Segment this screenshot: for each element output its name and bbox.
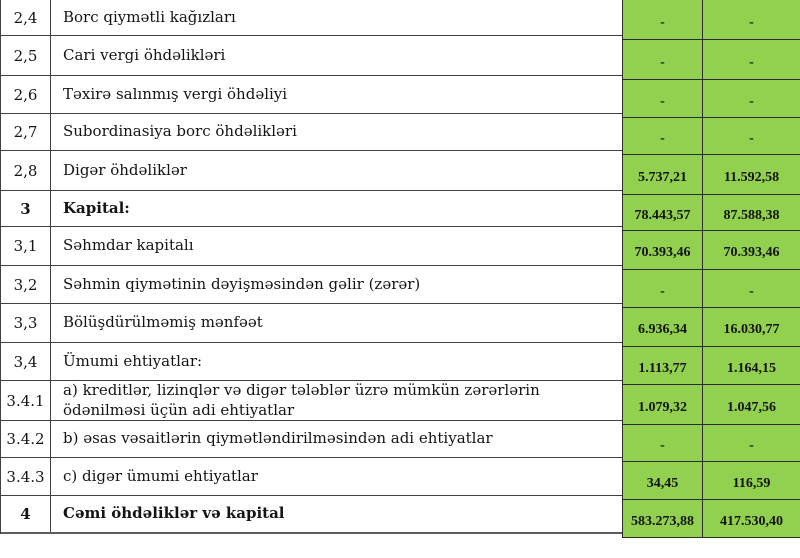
value-row: 1.113,77 1.164,15 (622, 347, 800, 385)
value-row: - - (622, 118, 800, 155)
table-row: 3,1 Səhmdar kapitalı (1, 227, 623, 266)
value-col1-cell: 1.079,32 (622, 385, 703, 424)
value-row: - - (622, 0, 800, 40)
row-number-cell: 2,8 (1, 151, 51, 190)
table-row: 3.4.2 b) əsas vəsaitlərin qiymətləndiril… (1, 421, 623, 458)
table-row: 2,6 Təxirə salınmış vergi öhdəliyi (1, 76, 623, 114)
value-row: 78.443,57 87.588,38 (622, 195, 800, 231)
description-cell: Cari vergi öhdəlikləri (63, 45, 226, 64)
value-row: 34,45 116,59 (622, 462, 800, 500)
value-col2-cell: - (703, 270, 800, 307)
row-number-cell: 3.4.2 (1, 421, 51, 457)
value-col1-cell: 78.443,57 (622, 195, 703, 230)
row-number-cell: 3 (1, 191, 51, 226)
table-row: 3,4 Ümumi ehtiyatlar: (1, 343, 623, 381)
table-row: 3,2 Səhmin qiymətinin dəyişməsindən gəli… (1, 266, 623, 304)
table-row: 2,4 Borc qiymətli kağızları (1, 0, 623, 36)
value-col2-cell: 11.592,58 (703, 155, 800, 194)
table-row: 3.4.1 a) kreditlər, lizinqlər və digər t… (1, 381, 623, 421)
row-number-cell: 3,1 (1, 227, 51, 265)
value-col2-cell: - (703, 80, 800, 117)
value-row: 70.393,46 70.393,46 (622, 231, 800, 270)
value-col1-cell: 5.737,21 (622, 155, 703, 194)
row-number-cell: 3.4.1 (1, 381, 51, 420)
value-col2-cell: - (703, 40, 800, 79)
description-cell: a) kreditlər, lizinqlər və digər tələblə… (63, 380, 540, 419)
row-number-cell: 4 (1, 496, 51, 532)
value-col1-cell: 1.113,77 (622, 347, 703, 384)
table-row: 4 Cəmi öhdəliklər və kapital (1, 496, 623, 534)
value-row: 583.273,88 417.530,40 (622, 500, 800, 538)
value-col2-cell: 417.530,40 (703, 500, 800, 537)
row-number-cell: 2,7 (1, 114, 51, 150)
description-cell: Cəmi öhdəliklər və kapital (63, 504, 285, 523)
description-cell: c) digər ümumi ehtiyatlar (63, 466, 258, 485)
description-cell: Səhmin qiymətinin dəyişməsindən gəlir (z… (63, 274, 421, 293)
row-number-cell: 3.4.3 (1, 458, 51, 495)
table-row: 3.4.3 c) digər ümumi ehtiyatlar (1, 458, 623, 496)
table-row: 2,5 Cari vergi öhdəlikləri (1, 36, 623, 76)
value-col1-cell: - (622, 80, 703, 117)
value-col1-cell: 6.936,34 (622, 308, 703, 346)
value-row: - - (622, 80, 800, 118)
value-row: - - (622, 270, 800, 308)
value-col2-cell: 116,59 (703, 462, 800, 499)
base-table: 2,4 Borc qiymətli kağızları 2,5 Cari ver… (0, 0, 623, 534)
value-col2-cell: 1.047,56 (703, 385, 800, 424)
row-number-cell: 2,6 (1, 76, 51, 113)
value-col1-cell: - (622, 425, 703, 461)
description-cell: Səhmdar kapitalı (63, 236, 194, 255)
value-col2-cell: - (703, 118, 800, 154)
description-cell: b) əsas vəsaitlərin qiymətləndirilməsind… (63, 429, 493, 448)
value-col1-cell: 70.393,46 (622, 231, 703, 269)
value-col2-cell: - (703, 425, 800, 461)
value-col1-cell: 34,45 (622, 462, 703, 499)
description-cell: Bölüşdürülməmiş mənfəət (63, 313, 263, 332)
row-number-cell: 3,3 (1, 304, 51, 342)
value-col1-cell: - (622, 118, 703, 154)
row-number-cell: 2,5 (1, 36, 51, 75)
value-col2-cell: 16.030,77 (703, 308, 800, 346)
value-col1-cell: 583.273,88 (622, 500, 703, 537)
row-number-cell: 3,4 (1, 343, 51, 380)
description-cell: Borc qiymətli kağızları (63, 7, 236, 26)
row-number-cell: 3,2 (1, 266, 51, 303)
value-row: 6.936,34 16.030,77 (622, 308, 800, 347)
description-cell: Kapital: (63, 198, 130, 217)
value-row: 5.737,21 11.592,58 (622, 155, 800, 195)
value-row: 1.079,32 1.047,56 (622, 385, 800, 425)
value-col2-cell: - (703, 0, 800, 39)
description-cell: Təxirə salınmış vergi öhdəliyi (63, 84, 288, 103)
value-col2-cell: 87.588,38 (703, 195, 800, 230)
value-col1-cell: - (622, 270, 703, 307)
value-row: - - (622, 425, 800, 462)
description-cell: Subordinasiya borc öhdəlikləri (63, 122, 297, 141)
values-overlay: - - - - - - - - 5.737,21 11.592,58 78.44… (622, 0, 800, 538)
value-col2-cell: 1.164,15 (703, 347, 800, 384)
table-row: 3,3 Bölüşdürülməmiş mənfəət (1, 304, 623, 343)
table-row: 2,7 Subordinasiya borc öhdəlikləri (1, 114, 623, 151)
description-cell: Digər öhdəliklər (63, 160, 187, 179)
value-col1-cell: - (622, 0, 703, 39)
value-col2-cell: 70.393,46 (703, 231, 800, 269)
value-row: - - (622, 40, 800, 80)
description-cell: Ümumi ehtiyatlar: (63, 351, 203, 370)
row-number-cell: 2,4 (1, 0, 51, 35)
value-col1-cell: - (622, 40, 703, 79)
table-row: 2,8 Digər öhdəliklər (1, 151, 623, 191)
table-row: 3 Kapital: (1, 191, 623, 227)
